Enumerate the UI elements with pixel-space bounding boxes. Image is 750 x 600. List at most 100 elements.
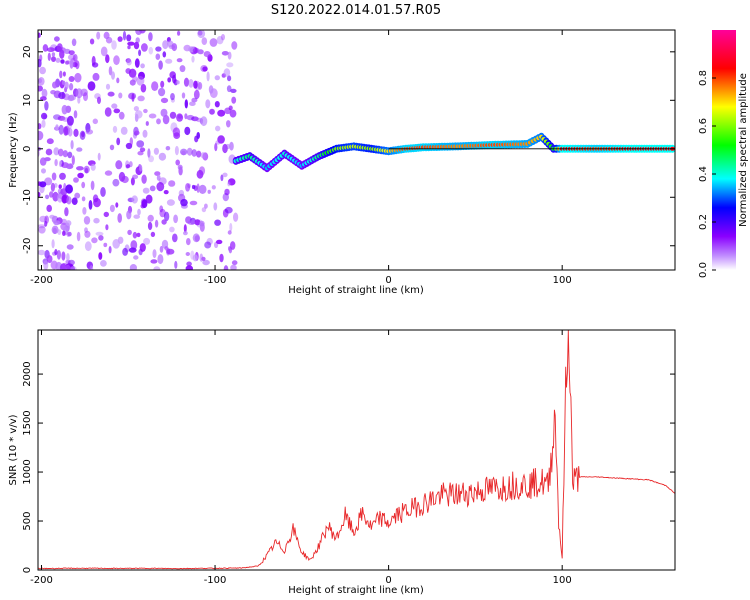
noise-blob xyxy=(89,265,94,270)
noise-blob xyxy=(191,149,197,157)
noise-blob xyxy=(169,111,177,119)
noise-blob xyxy=(137,151,144,156)
noise-blob xyxy=(50,90,56,95)
noise-blob xyxy=(73,177,79,183)
noise-blob xyxy=(76,166,84,171)
noise-blob xyxy=(46,255,53,264)
noise-blob xyxy=(100,46,108,57)
spectrogram-y-ticks: 20 10 0 -10 -20 xyxy=(22,45,675,254)
noise-blob xyxy=(224,206,233,214)
noise-blob xyxy=(145,194,153,204)
noise-blob xyxy=(163,190,169,195)
noise-blob xyxy=(147,214,154,222)
noise-blob xyxy=(105,54,110,64)
noise-blob xyxy=(133,214,140,219)
noise-blob xyxy=(118,92,123,99)
noise-blob xyxy=(104,107,112,117)
noise-blob xyxy=(53,220,61,226)
noise-blob xyxy=(62,71,66,77)
noise-blob xyxy=(224,188,230,196)
noise-blob xyxy=(66,196,72,205)
noise-blob xyxy=(227,230,232,235)
noise-blob xyxy=(85,129,94,135)
noise-blob xyxy=(217,135,225,144)
noise-blob xyxy=(152,249,157,259)
noise-blob xyxy=(122,30,127,41)
noise-blob xyxy=(49,214,55,219)
noise-blob xyxy=(66,115,74,126)
noise-blob xyxy=(147,148,151,158)
noise-blob xyxy=(59,172,66,180)
noise-blob xyxy=(139,164,143,172)
noise-blob xyxy=(154,219,159,228)
noise-blob xyxy=(158,87,166,97)
noise-blob xyxy=(131,93,135,102)
noise-blob xyxy=(162,51,167,58)
noise-blob xyxy=(74,72,82,83)
noise-blob xyxy=(223,265,229,270)
noise-blob xyxy=(39,66,46,75)
noise-blob xyxy=(198,184,207,194)
noise-blob xyxy=(112,239,120,249)
noise-blob xyxy=(84,230,91,238)
noise-blob xyxy=(89,38,95,45)
noise-blob xyxy=(180,198,188,207)
snr-y-axis-label: SNR (10 * v/v) xyxy=(8,414,19,485)
noise-blob xyxy=(38,58,42,68)
colorbar-gradient xyxy=(712,30,736,270)
noise-blob xyxy=(74,192,81,199)
noise-blob xyxy=(174,145,179,156)
noise-blob xyxy=(92,118,99,125)
noise-blob xyxy=(100,260,107,267)
noise-blob xyxy=(164,246,169,251)
noise-blob xyxy=(214,143,218,152)
noise-blob xyxy=(143,108,148,114)
noise-blob xyxy=(38,123,42,130)
noise-blob xyxy=(199,220,205,227)
noise-blob xyxy=(44,215,49,224)
noise-blob xyxy=(139,243,146,252)
noise-blob xyxy=(188,79,194,88)
colorbar-label: Normalized spectral amplitude xyxy=(738,73,749,227)
noise-blob xyxy=(172,74,177,84)
noise-blob xyxy=(231,260,238,266)
noise-blob xyxy=(160,108,168,117)
noise-blob xyxy=(222,172,228,178)
noise-blob xyxy=(83,92,88,102)
noise-blob xyxy=(103,242,108,248)
noise-blob xyxy=(76,147,83,152)
noise-blob xyxy=(105,224,109,231)
colorbar-tick-label: 0.8 xyxy=(698,70,709,86)
noise-blob xyxy=(56,250,62,260)
snr-x-ticks: -200 -100 0 100 xyxy=(30,330,572,586)
noise-blob xyxy=(118,171,126,182)
noise-blob xyxy=(51,56,56,62)
noise-blob xyxy=(140,83,147,93)
noise-blob xyxy=(191,116,199,122)
noise-blob xyxy=(133,255,139,260)
noise-blob xyxy=(112,178,120,187)
noise-blob xyxy=(214,219,222,226)
noise-blob xyxy=(71,197,78,205)
noise-blob xyxy=(93,217,100,224)
noise-blob xyxy=(44,101,49,111)
noise-blob xyxy=(67,95,75,102)
noise-blob xyxy=(126,34,132,42)
noise-blob xyxy=(41,88,48,98)
noise-blob xyxy=(131,195,138,204)
noise-blob xyxy=(61,194,68,204)
noise-blob xyxy=(77,172,84,179)
noise-blob xyxy=(162,114,170,125)
noise-blob xyxy=(111,103,118,109)
snr-series-line xyxy=(38,330,675,570)
noise-blob xyxy=(199,253,204,262)
noise-blob xyxy=(88,200,93,210)
noise-blob xyxy=(148,155,155,163)
noise-blob xyxy=(70,140,74,150)
noise-blob xyxy=(177,30,181,36)
noise-blob xyxy=(194,135,199,143)
noise-blob xyxy=(137,208,141,216)
noise-blob xyxy=(226,85,232,93)
spectrogram-x-axis-label: Height of straight line (km) xyxy=(288,285,424,296)
noise-blob xyxy=(197,49,204,55)
